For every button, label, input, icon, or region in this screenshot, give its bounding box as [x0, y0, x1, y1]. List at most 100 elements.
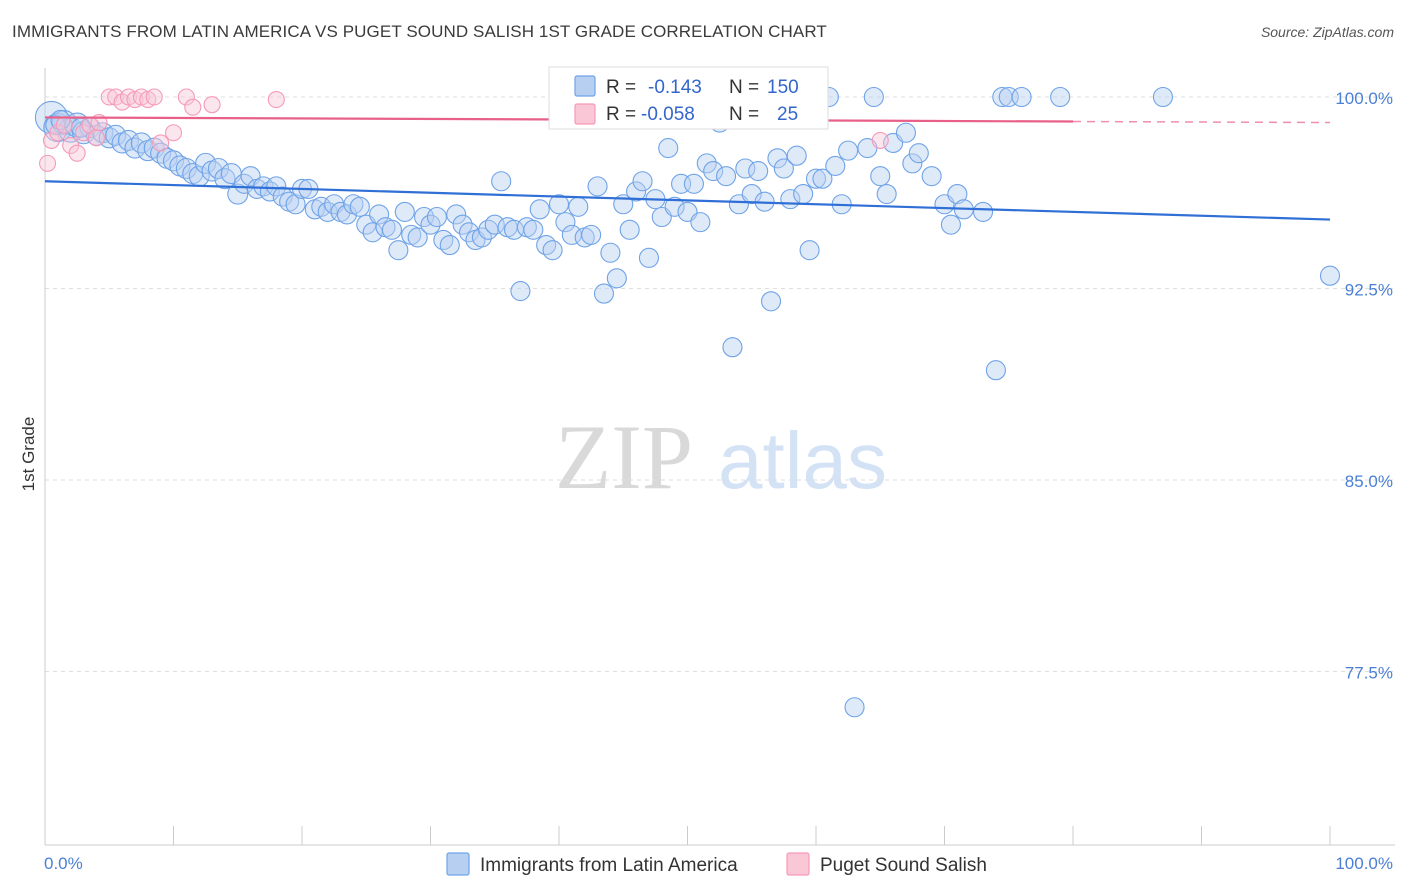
chart-source: Source: ZipAtlas.com	[1260, 24, 1394, 40]
latin-point-73	[510, 281, 531, 302]
watermark-zip: ZIP	[555, 406, 693, 508]
latin-point-137	[947, 183, 968, 205]
y-tick-label-3: 77.5%	[1345, 664, 1393, 683]
chart-title: IMMIGRANTS FROM LATIN AMERICA VS PUGET S…	[12, 22, 827, 41]
legend-swatch-pink	[574, 103, 596, 125]
latin-point-117	[793, 183, 814, 205]
latin-point-125	[844, 697, 865, 718]
x-tick-label-min: 0.0%	[44, 854, 83, 873]
legend-r-value-1: -0.143	[648, 77, 702, 98]
latin-point-109	[741, 183, 762, 205]
latin-point-54	[388, 240, 409, 261]
salish-point-23	[267, 91, 285, 109]
salish-point-24	[871, 131, 889, 149]
latin-point-133	[908, 143, 929, 164]
legend-n-label-2: N =	[729, 104, 759, 125]
latin-point-91	[626, 181, 647, 202]
latin-point-46	[336, 204, 358, 225]
latin-point-70	[491, 171, 512, 192]
y-axis-label: 1st Grade	[19, 417, 38, 492]
latin-point-106	[722, 337, 743, 358]
latin-point-80	[555, 212, 576, 233]
latin-point-38	[285, 194, 306, 215]
bottom-legend-label-blue: Immigrants from Latin America	[480, 855, 738, 876]
latin-point-101	[690, 212, 711, 233]
bottom-legend-label-pink: Puget Sound Salish	[820, 855, 987, 876]
trend-line-puget-sound-salish-dashed	[1072, 120, 1331, 124]
salish-point-3	[55, 116, 73, 134]
legend-swatch-blue	[574, 75, 596, 97]
latin-point-76	[529, 199, 550, 220]
latin-point-96	[658, 138, 679, 159]
latin-point-48	[349, 196, 370, 217]
latin-point-103	[703, 160, 724, 182]
salish-point-20	[177, 88, 195, 106]
latin-point-140	[985, 360, 1006, 381]
latin-point-60	[426, 206, 447, 228]
legend-n-value-2: 25	[777, 104, 798, 125]
latin-point-146	[1319, 265, 1341, 286]
latin-point-93	[638, 247, 660, 268]
latin-point-139	[972, 201, 994, 222]
latin-point-63	[446, 204, 467, 225]
latin-point-75	[523, 219, 544, 240]
latin-point-118	[799, 240, 820, 261]
latin-point-88	[606, 268, 627, 289]
series-latin-america	[34, 86, 1341, 718]
latin-point-122	[825, 155, 846, 176]
bottom-legend-swatch-pink	[786, 852, 810, 876]
axis-ticks: 100.0% 92.5% 85.0% 77.5% 0.0% 100.0%	[44, 89, 1393, 873]
bottom-legend: Immigrants from Latin America Puget Soun…	[446, 852, 987, 876]
latin-point-69	[484, 214, 505, 235]
latin-point-87	[600, 242, 621, 263]
latin-point-113	[767, 148, 788, 169]
latin-point-29	[227, 183, 249, 205]
latin-point-92	[632, 171, 653, 192]
series-puget-sound-salish	[39, 88, 889, 172]
latin-point-55	[394, 201, 415, 222]
latin-point-35	[266, 176, 287, 197]
watermark: ZIP atlas	[555, 406, 887, 508]
latin-point-114	[773, 158, 794, 179]
latin-point-128	[870, 166, 891, 187]
latin-point-116	[786, 145, 807, 166]
latin-point-90	[619, 219, 640, 240]
legend-r-value-2: -0.058	[641, 104, 695, 125]
top-legend: R = -0.143 N = 150 R = -0.058 N = 25	[548, 66, 829, 130]
latin-point-132	[902, 153, 923, 174]
salish-point-5	[68, 144, 86, 162]
axes	[44, 68, 1395, 846]
latin-point-134	[921, 166, 942, 187]
legend-n-label-1: N =	[729, 77, 759, 98]
salish-point-0	[39, 154, 57, 172]
latin-point-143	[1011, 86, 1032, 108]
latin-point-82	[568, 196, 589, 217]
latin-point-145	[1152, 86, 1173, 108]
legend-r-label-1: R =	[606, 77, 636, 98]
y-tick-label-2: 85.0%	[1345, 472, 1393, 491]
watermark-atlas: atlas	[718, 416, 887, 505]
latin-point-136	[940, 214, 961, 235]
bottom-legend-swatch-blue	[446, 852, 470, 876]
latin-point-144	[1050, 86, 1071, 108]
latin-point-112	[760, 291, 782, 312]
latin-point-124	[838, 140, 859, 161]
legend-r-label-2: R =	[606, 104, 636, 125]
latin-point-50	[362, 222, 383, 243]
latin-point-131	[895, 122, 917, 143]
salish-point-22	[203, 96, 221, 114]
salish-point-21	[184, 98, 202, 116]
latin-point-85	[587, 176, 608, 197]
salish-point-19	[164, 124, 183, 142]
latin-point-108	[735, 158, 756, 179]
latin-point-84	[581, 224, 602, 245]
latin-point-78	[542, 240, 563, 261]
latin-point-26	[207, 157, 230, 180]
x-tick-label-max: 100.0%	[1335, 854, 1393, 873]
latin-point-79	[548, 194, 570, 215]
latin-point-62	[439, 235, 460, 256]
latin-point-120	[812, 168, 833, 189]
latin-point-86	[593, 283, 615, 304]
trend-line-latin-america	[44, 180, 1331, 221]
